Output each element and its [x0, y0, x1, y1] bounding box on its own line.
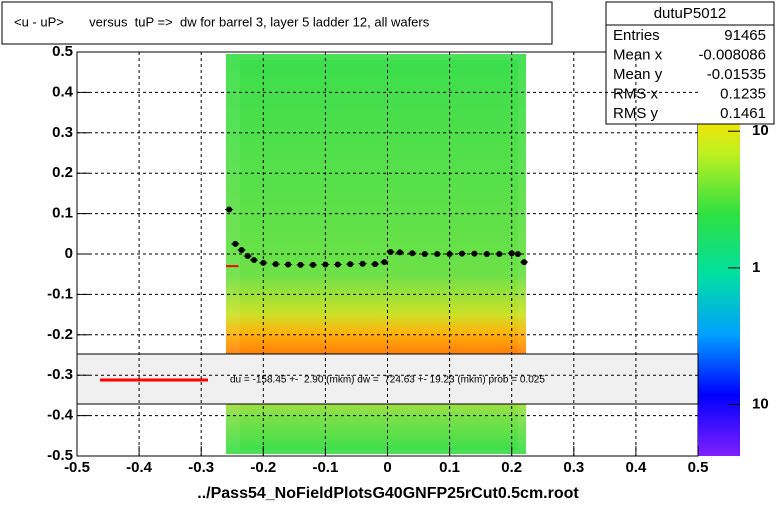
stats-value: -0.008086 [698, 46, 766, 63]
stats-label: RMS y [613, 105, 659, 122]
x-tick-label: -0.2 [250, 459, 276, 476]
profile-point [409, 250, 416, 257]
stats-label: Entries [613, 27, 660, 44]
y-tick-label: -0.5 [47, 447, 73, 464]
y-tick-label: -0.4 [47, 407, 74, 424]
profile-point [421, 251, 428, 257]
profile-point [471, 250, 478, 257]
x-tick-label: -0.5 [64, 459, 90, 476]
z-tick-label: 1 [752, 259, 760, 276]
profile-point [272, 261, 279, 268]
z-tick-label: 10 [752, 122, 769, 139]
y-tick-label: -0.3 [47, 366, 73, 383]
y-tick-label: 0.5 [52, 43, 73, 60]
profile-point [396, 249, 403, 256]
title-box [1, 1, 553, 45]
x-tick-label: -0.1 [312, 459, 338, 476]
z-tick-label: 10 [752, 395, 769, 412]
y-tick-label: -0.1 [47, 285, 73, 302]
y-tick-label: 0.3 [52, 124, 73, 141]
profile-point [381, 259, 388, 266]
stats-value: -0.01535 [707, 66, 766, 83]
profile-point [334, 261, 341, 268]
stats-value: 0.1235 [720, 85, 766, 102]
stats-label: RMS x [613, 85, 659, 102]
x-tick-label: 0 [383, 459, 391, 476]
y-tick-label: 0.4 [52, 83, 74, 100]
x-tick-label: 0.2 [501, 459, 522, 476]
stats-box [605, 1, 775, 125]
footer: ../Pass54_NoFieldPlotsG40GNFP25rCut0.5cm… [197, 485, 579, 502]
profile-point [521, 259, 528, 266]
profile-point [372, 261, 379, 268]
stats-label: Mean y [613, 66, 663, 83]
profile-point [496, 251, 503, 257]
profile-point [232, 240, 239, 247]
profile-point [483, 251, 490, 257]
profile-point [459, 250, 466, 257]
profile-point [359, 260, 366, 267]
x-tick-label: 0.1 [439, 459, 460, 476]
profile-point [250, 257, 257, 264]
profile-point [226, 206, 233, 213]
profile-point [244, 253, 251, 260]
profile-point [285, 261, 292, 268]
x-tick-label: -0.3 [188, 459, 214, 476]
profile-point [434, 251, 441, 257]
profile-point [387, 248, 394, 255]
y-tick-label: 0.1 [52, 205, 73, 222]
x-tick-label: -0.4 [126, 459, 153, 476]
x-tick-label: 0.4 [625, 459, 647, 476]
profile-point [322, 261, 329, 268]
profile-point [347, 261, 354, 268]
fit-text: du = -158.45 +- 2.90 (mkm) dw = 724.63 +… [230, 375, 545, 386]
stats-value: 91465 [724, 27, 766, 44]
x-tick-label: 0.3 [563, 459, 584, 476]
chart-title: <u - uP> versus tuP => dw for barrel 3, … [14, 14, 430, 29]
stats-title: dutuP5012 [654, 5, 727, 22]
y-tick-label: 0.2 [52, 164, 73, 181]
profile-point [309, 261, 316, 268]
profile-point [297, 261, 304, 268]
stats-label: Mean x [613, 46, 663, 63]
stats-value: 0.1461 [720, 105, 766, 122]
profile-point [238, 246, 245, 253]
y-tick-label: 0 [65, 245, 73, 262]
profile-point [260, 259, 267, 266]
profile-point [446, 251, 453, 257]
profile-point [514, 251, 521, 257]
profile-point [508, 250, 515, 257]
x-tick-label: 0.5 [688, 459, 709, 476]
y-tick-label: -0.2 [47, 326, 73, 343]
